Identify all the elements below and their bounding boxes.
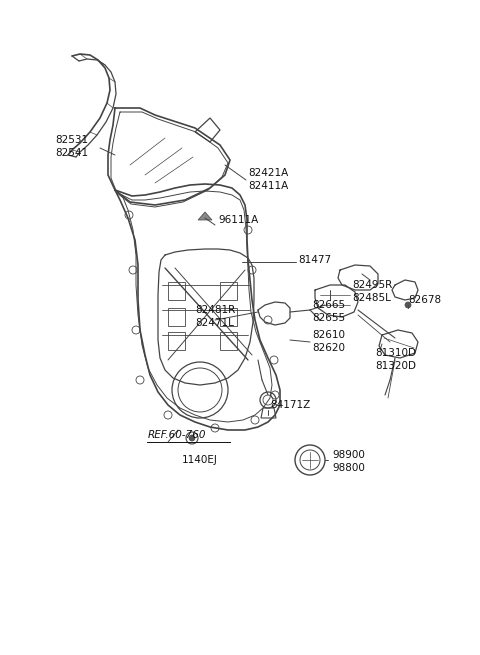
Text: 82421A
82411A: 82421A 82411A xyxy=(248,168,288,191)
Text: 82495R
82485L: 82495R 82485L xyxy=(352,280,392,303)
Circle shape xyxy=(405,302,411,308)
Text: 84171Z: 84171Z xyxy=(270,400,310,410)
Circle shape xyxy=(189,435,195,441)
Text: 98900
98800: 98900 98800 xyxy=(332,450,365,473)
Text: 81477: 81477 xyxy=(298,255,331,265)
Text: 82531
82541: 82531 82541 xyxy=(55,135,88,158)
Polygon shape xyxy=(198,212,212,220)
Text: 82665
82655: 82665 82655 xyxy=(312,300,345,323)
Text: 82481R
82471L: 82481R 82471L xyxy=(195,305,235,328)
Text: 82610
82620: 82610 82620 xyxy=(312,330,345,353)
Text: REF.60-760: REF.60-760 xyxy=(148,430,206,440)
Text: 1140EJ: 1140EJ xyxy=(182,455,218,465)
Text: 81310D
81320D: 81310D 81320D xyxy=(375,348,416,371)
Text: 82678: 82678 xyxy=(408,295,441,305)
Text: 96111A: 96111A xyxy=(218,215,258,225)
